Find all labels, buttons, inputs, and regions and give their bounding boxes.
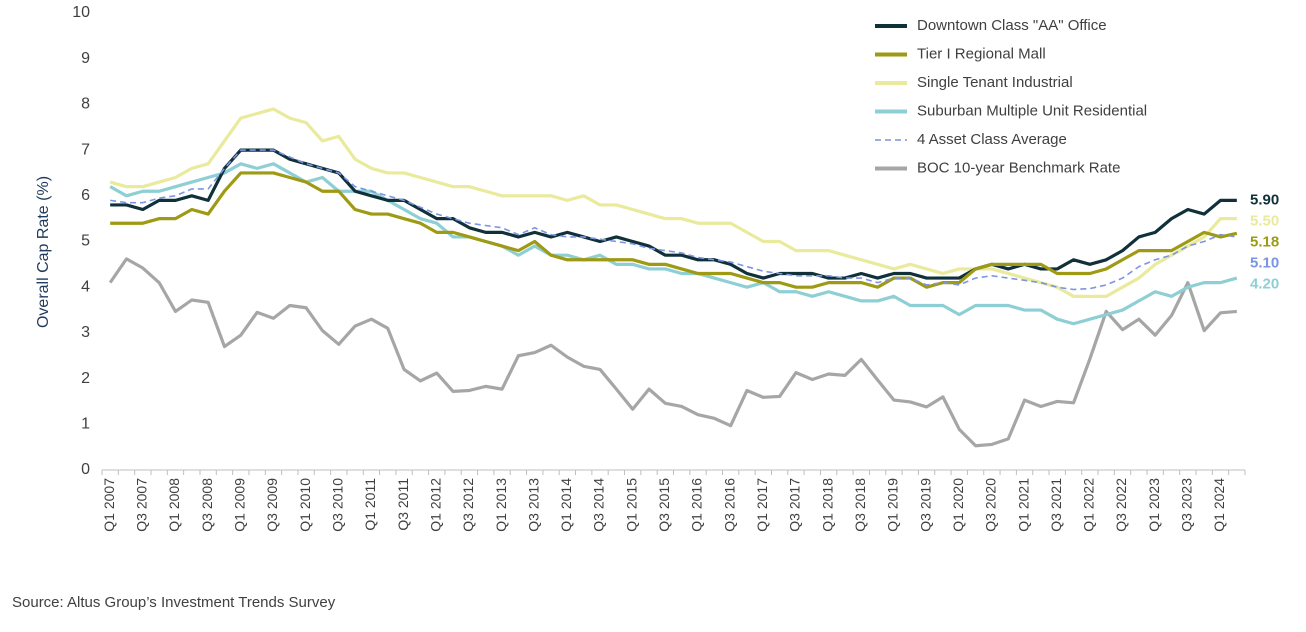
legend-label: Downtown Class "AA" Office (917, 17, 1107, 34)
value-label: 4.20 (1250, 275, 1279, 292)
y-tick-label: 2 (81, 370, 90, 387)
x-tick-label: Q1 2019 (885, 478, 901, 532)
x-tick-label: Q1 2016 (689, 478, 705, 532)
y-tick-label: 0 (81, 461, 90, 478)
x-tick-label: Q3 2009 (264, 478, 280, 532)
x-tick-label: Q1 2021 (1015, 478, 1031, 532)
x-tick-label: Q3 2020 (983, 478, 999, 532)
x-tick-label: Q3 2013 (525, 478, 541, 532)
y-axis-title: Overall Cap Rate (%) (35, 176, 52, 328)
legend-label: 4 Asset Class Average (917, 131, 1067, 148)
source-note: Source: Altus Group’s Investment Trends … (12, 594, 336, 611)
value-label: 5.50 (1250, 212, 1279, 229)
x-tick-label: Q3 2017 (787, 478, 803, 532)
y-tick-label: 4 (81, 278, 90, 295)
value-label: 5.10 (1250, 254, 1279, 271)
x-tick-label: Q1 2009 (231, 478, 247, 532)
x-tick-label: Q1 2023 (1146, 478, 1162, 532)
x-tick-label: Q3 2021 (1048, 478, 1064, 532)
x-tick-label: Q3 2008 (199, 478, 215, 532)
series-line (108, 257, 1237, 448)
x-tick-label: Q3 2018 (852, 478, 868, 532)
legend-label: Suburban Multiple Unit Residential (917, 102, 1147, 119)
series-line (109, 107, 1237, 298)
x-tick-label: Q3 2023 (1179, 478, 1195, 532)
x-tick-label: Q3 2016 (721, 478, 737, 532)
legend-label: BOC 10-year Benchmark Rate (917, 159, 1120, 176)
x-tick-label: Q1 2012 (427, 478, 443, 532)
x-tick-label: Q3 2007 (134, 478, 150, 532)
x-tick-label: Q1 2024 (1211, 478, 1227, 532)
x-tick-label: Q1 2013 (493, 478, 509, 532)
x-tick-label: Q1 2010 (297, 478, 313, 532)
y-tick-label: 5 (81, 233, 90, 250)
y-tick-label: 3 (81, 324, 90, 341)
y-tick-label: 7 (81, 141, 90, 158)
y-tick-label: 8 (81, 96, 90, 113)
x-tick-label: Q1 2011 (362, 478, 378, 531)
x-tick-label: Q1 2015 (623, 478, 639, 532)
x-tick-label: Q3 2012 (460, 478, 476, 532)
y-tick-label: 6 (81, 187, 90, 204)
legend-label: Single Tenant Industrial (917, 74, 1073, 91)
y-tick-label: 9 (81, 50, 90, 67)
series-line (110, 149, 1237, 291)
x-tick-label: Q3 2010 (329, 478, 345, 532)
value-label: 5.18 (1250, 233, 1279, 250)
x-tick-label: Q1 2020 (950, 478, 966, 532)
x-tick-label: Q3 2014 (591, 478, 607, 532)
x-tick-label: Q1 2008 (166, 478, 182, 532)
x-tick-label: Q3 2011 (395, 478, 411, 531)
x-tick-label: Q1 2018 (819, 478, 835, 532)
legend-label: Tier I Regional Mall (917, 45, 1046, 62)
series-line (110, 171, 1238, 289)
x-tick-label: Q3 2022 (1113, 478, 1129, 532)
y-tick-label: 10 (72, 4, 90, 21)
x-tick-label: Q1 2007 (101, 478, 117, 532)
x-tick-label: Q1 2022 (1081, 478, 1097, 532)
y-tick-label: 1 (81, 416, 90, 433)
x-tick-label: Q3 2019 (917, 478, 933, 532)
value-label: 5.90 (1250, 191, 1279, 208)
x-tick-label: Q3 2015 (656, 478, 672, 532)
x-tick-label: Q1 2017 (754, 478, 770, 532)
series-line (109, 162, 1238, 326)
x-tick-label: Q1 2014 (558, 478, 574, 532)
